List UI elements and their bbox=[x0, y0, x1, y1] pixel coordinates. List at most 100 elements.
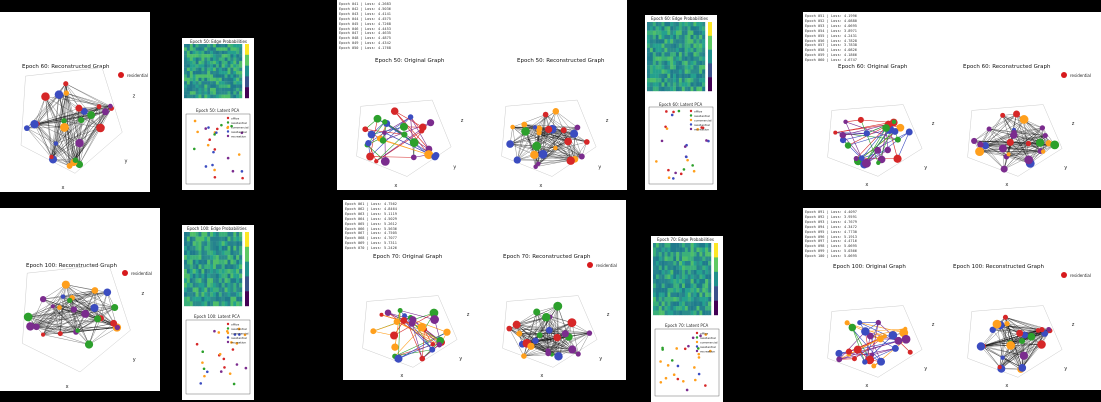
heatmap-cell bbox=[224, 50, 228, 55]
heatmap-cell bbox=[192, 77, 196, 82]
heatmap-cell bbox=[204, 54, 208, 58]
heatmap-cell bbox=[673, 297, 677, 302]
heatmap-cell bbox=[204, 301, 208, 307]
legend-label: residential bbox=[127, 72, 148, 78]
heatmap-cell bbox=[218, 94, 222, 99]
graph-node bbox=[513, 156, 521, 164]
graph-edge bbox=[79, 106, 111, 165]
graph-node bbox=[1006, 152, 1011, 157]
graph-node bbox=[877, 357, 886, 366]
heatmap-cell bbox=[690, 310, 694, 316]
panel-epoch100-orig: Epoch 091 | Loss: 4.4097 Epoch 092 | Los… bbox=[803, 208, 1101, 390]
heatmap-cell bbox=[670, 82, 674, 87]
graph-node bbox=[61, 280, 70, 289]
heatmap-cell bbox=[236, 57, 240, 62]
x-axis-label: x bbox=[539, 183, 542, 189]
heatmap-cell bbox=[198, 278, 202, 284]
graph-node bbox=[894, 136, 901, 143]
pca-legend-marker bbox=[226, 121, 230, 124]
heatmap-cell bbox=[204, 250, 208, 256]
heatmap-cell bbox=[204, 71, 208, 75]
axes-box bbox=[362, 295, 458, 368]
heatmap-cell bbox=[655, 288, 659, 293]
heatmap-cell bbox=[684, 306, 688, 311]
heatmap-cell bbox=[233, 57, 237, 62]
heatmap-cell bbox=[195, 278, 199, 284]
axis-edge bbox=[356, 155, 408, 177]
graph-edge bbox=[524, 124, 564, 131]
heatmap-cell bbox=[198, 282, 202, 288]
graph-node bbox=[1040, 149, 1046, 154]
pca-legend-marker bbox=[695, 349, 699, 353]
heatmap-cell bbox=[210, 301, 214, 307]
heatmap-cell bbox=[673, 243, 677, 248]
graph-edge bbox=[546, 317, 573, 350]
y-axis-label: y bbox=[1064, 366, 1067, 372]
graph-node bbox=[997, 365, 1002, 370]
axis-edge bbox=[902, 305, 923, 350]
heatmap-cell bbox=[215, 269, 219, 274]
heatmap-cell bbox=[192, 236, 196, 242]
heatmap-cell bbox=[678, 34, 682, 40]
graph-node bbox=[560, 127, 567, 134]
heatmap-cell bbox=[207, 287, 211, 293]
pca-legend-label: residential bbox=[231, 327, 247, 331]
heatmap-cell bbox=[210, 236, 214, 242]
heatmap-cell bbox=[693, 261, 697, 266]
heatmap-cell bbox=[207, 47, 211, 51]
panel-epoch100-recon-a: Epoch 100: Reconstructed Graph residenti… bbox=[0, 208, 160, 391]
pca-point bbox=[215, 127, 219, 131]
heatmap-cell bbox=[224, 94, 228, 99]
graph-edge bbox=[65, 83, 111, 107]
graph-node bbox=[896, 123, 905, 132]
heatmap-cell bbox=[702, 243, 706, 248]
heatmap-cell bbox=[227, 91, 231, 95]
heatmap-cell bbox=[221, 84, 225, 89]
graph-edge bbox=[368, 121, 386, 144]
heatmap-cell bbox=[221, 47, 225, 51]
heatmap-cell bbox=[204, 47, 208, 51]
heatmap-cell bbox=[210, 269, 214, 274]
heatmap-cell bbox=[184, 94, 188, 99]
heatmap-cell bbox=[210, 57, 214, 62]
graph-edge bbox=[62, 296, 77, 333]
heatmap-cell bbox=[186, 74, 190, 78]
heatmap-cell bbox=[670, 265, 674, 271]
axes-box bbox=[356, 99, 452, 177]
heatmap-cell bbox=[224, 81, 228, 85]
graph-node bbox=[871, 363, 877, 369]
heatmap-cell bbox=[201, 282, 205, 288]
panel-epoch60-recon-a: Epoch 60: Reconstructed Graph residentia… bbox=[0, 12, 150, 192]
graph-edge bbox=[852, 327, 866, 363]
heatmap-cell bbox=[213, 241, 217, 247]
heatmap-cell bbox=[653, 288, 657, 293]
graph-edge bbox=[538, 141, 569, 164]
heatmap-cell bbox=[236, 278, 240, 284]
panel-epoch60-heat: Epoch 60: Edge Probabilities Epoch 60: L… bbox=[645, 15, 717, 190]
graph-node bbox=[390, 107, 399, 115]
graph-node bbox=[536, 161, 541, 167]
graph-node bbox=[432, 152, 440, 159]
heatmap-cell bbox=[233, 273, 237, 279]
graph-node bbox=[564, 137, 573, 146]
legend-label: residential bbox=[1070, 272, 1091, 278]
heatmap-cell bbox=[201, 245, 205, 251]
heatmap-cell bbox=[673, 274, 677, 280]
graph-nodes bbox=[370, 307, 451, 363]
heatmap-cell bbox=[649, 39, 653, 44]
heatmap-cell bbox=[210, 87, 214, 92]
heatmap-cell bbox=[702, 270, 706, 275]
heatmap-cell bbox=[658, 292, 662, 298]
heatmap-cell bbox=[189, 259, 193, 265]
graph-edge bbox=[517, 131, 526, 161]
pca-point bbox=[685, 388, 689, 392]
graph-node bbox=[836, 356, 843, 363]
axis-edge bbox=[501, 155, 553, 177]
graph-edge bbox=[989, 128, 1011, 143]
heatmap-cell bbox=[661, 292, 665, 298]
heatmap-cell bbox=[204, 67, 208, 72]
pca-point bbox=[691, 336, 695, 340]
heatmap-cell bbox=[213, 81, 217, 85]
heatmap-cell bbox=[230, 74, 234, 78]
heatmap-cell bbox=[670, 301, 674, 307]
